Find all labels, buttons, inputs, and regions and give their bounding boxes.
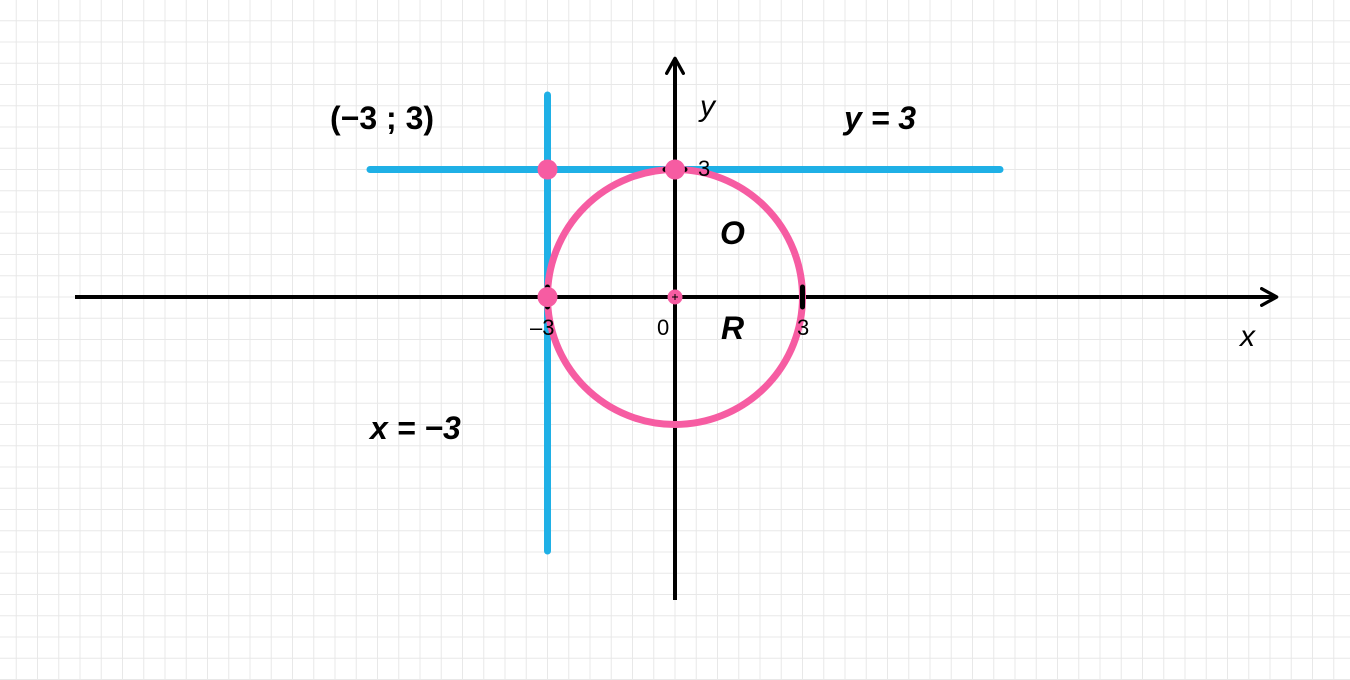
plot-svg: [0, 0, 1350, 680]
tick-label: 3: [698, 156, 710, 182]
marker-point: [538, 160, 558, 180]
annotation-R: R: [721, 310, 744, 347]
tick-label: –3: [530, 315, 554, 341]
annotation-O: O: [720, 215, 745, 252]
y-axis-label: y: [700, 90, 715, 124]
annotation-pt_label: (−3 ; 3): [330, 100, 434, 137]
marker-point: [538, 287, 558, 307]
origin-label: 0: [657, 315, 669, 341]
annotation-x_eq: x = −3: [370, 410, 461, 447]
tick-label: 3: [797, 315, 809, 341]
coordinate-plot: x y –3 3 3 0 (−3 ; 3) y = 3 x = −3 O R: [0, 0, 1350, 680]
marker-point: [665, 160, 685, 180]
x-axis-label: x: [1240, 320, 1255, 354]
annotation-y_eq: y = 3: [844, 100, 916, 137]
